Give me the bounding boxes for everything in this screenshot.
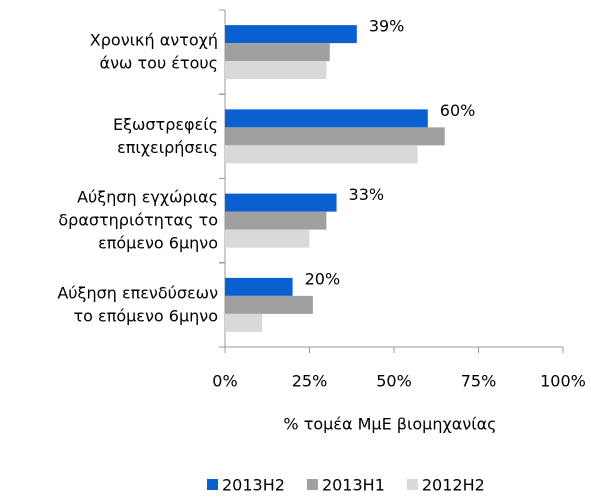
bar (225, 277, 293, 296)
category-label: Αύξηση επενδύσεων το επόμενο 6μηνο (57, 283, 218, 325)
category-line: το επόμενο 6μηνο (74, 306, 218, 325)
category-line: επιχειρήσεις (117, 137, 218, 156)
bar (225, 193, 337, 212)
bar (225, 229, 310, 248)
bar (225, 25, 357, 44)
category-label: Εξωστρεφείς επιχειρήσεις (113, 114, 218, 156)
x-tick-label: 100% (540, 372, 586, 391)
category-line: άνω του έτους (100, 53, 218, 72)
category-line: Χρονική αντοχή (90, 30, 218, 49)
bar (225, 145, 418, 164)
bar (225, 109, 428, 128)
bar (225, 61, 327, 80)
category-line: επόμενο 6μηνο (98, 233, 218, 252)
category-line: Αύξηση εγχώριας (77, 187, 218, 206)
category-line: δραστηριότητας το (58, 210, 218, 229)
legend-label: 2013H1 (322, 476, 385, 495)
category-label: Χρονική αντοχή άνω του έτους (90, 30, 218, 72)
legend-label: 2012H2 (422, 476, 485, 495)
data-label: 60% (440, 101, 476, 120)
legend-swatch (207, 479, 218, 490)
data-label: 39% (369, 17, 405, 36)
category-label: Αύξηση εγχώριας δραστηριότητας το επόμενο … (58, 187, 218, 252)
bar (225, 43, 330, 62)
bar (225, 127, 445, 146)
legend-swatch (306, 479, 318, 490)
data-label: 20% (305, 269, 341, 288)
legend-label: 2013H2 (222, 476, 285, 495)
legend-swatch (406, 479, 418, 490)
x-tick-label: 50% (376, 372, 412, 391)
bar (225, 313, 263, 332)
x-tick-label: 25% (292, 372, 328, 391)
x-axis-label: % τομέα ΜμΕ βιομηχανίας (283, 415, 496, 434)
category-line: Εξωστρεφείς (113, 114, 218, 133)
category-line: Αύξηση επενδύσεων (57, 283, 218, 302)
data-label: 33% (349, 185, 385, 204)
bar (225, 211, 327, 230)
x-tick-label: 75% (461, 372, 497, 391)
bar (225, 295, 313, 314)
x-tick-label: 0% (212, 372, 237, 391)
